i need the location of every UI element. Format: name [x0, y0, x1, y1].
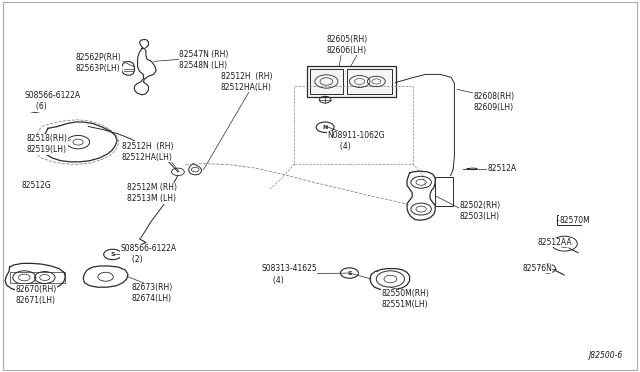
- Text: 82502(RH)
82503(LH): 82502(RH) 82503(LH): [460, 201, 500, 221]
- Text: N: N: [323, 125, 328, 130]
- Text: S: S: [110, 252, 115, 257]
- Text: 82670(RH)
82671(LH): 82670(RH) 82671(LH): [15, 285, 56, 305]
- Text: 82518(RH)
82519(LH): 82518(RH) 82519(LH): [27, 134, 68, 154]
- Text: 82550M(RH)
82551M(LH): 82550M(RH) 82551M(LH): [381, 289, 429, 309]
- Text: 82512AA: 82512AA: [538, 238, 572, 247]
- Text: S08313-41625
     (4): S08313-41625 (4): [261, 264, 317, 285]
- Text: 82547N (RH)
82548N (LH): 82547N (RH) 82548N (LH): [179, 50, 228, 70]
- Text: S08566-6122A
     (6): S08566-6122A (6): [24, 91, 81, 111]
- Bar: [557, 215, 581, 225]
- Bar: [31, 181, 41, 189]
- Text: 82605(RH)
82606(LH): 82605(RH) 82606(LH): [326, 35, 367, 55]
- Text: 82512A: 82512A: [488, 164, 517, 173]
- Text: S08566-6122A
     (2): S08566-6122A (2): [120, 244, 177, 264]
- Text: 82512M (RH)
82513M (LH): 82512M (RH) 82513M (LH): [127, 183, 177, 203]
- Bar: [307, 66, 396, 97]
- Text: S: S: [347, 270, 352, 276]
- Text: J82500-6: J82500-6: [588, 351, 622, 360]
- Bar: [294, 86, 413, 164]
- Bar: [347, 69, 392, 94]
- Text: 82512H  (RH)
82512HA(LH): 82512H (RH) 82512HA(LH): [221, 72, 272, 92]
- Text: 82576N: 82576N: [522, 264, 552, 273]
- Bar: [435, 177, 453, 206]
- Bar: [310, 69, 343, 94]
- Text: 82512H  (RH)
82512HA(LH): 82512H (RH) 82512HA(LH): [122, 142, 173, 162]
- Text: 82512G: 82512G: [22, 181, 51, 190]
- Text: 82673(RH)
82674(LH): 82673(RH) 82674(LH): [132, 283, 173, 303]
- Text: 82608(RH)
82609(LH): 82608(RH) 82609(LH): [474, 92, 515, 112]
- Bar: [10, 272, 65, 283]
- Text: 82562P(RH)
82563P(LH): 82562P(RH) 82563P(LH): [76, 53, 121, 73]
- Text: S: S: [33, 105, 38, 110]
- Text: N08911-1062G
     (4): N08911-1062G (4): [328, 131, 385, 151]
- Text: 82570M: 82570M: [559, 216, 590, 225]
